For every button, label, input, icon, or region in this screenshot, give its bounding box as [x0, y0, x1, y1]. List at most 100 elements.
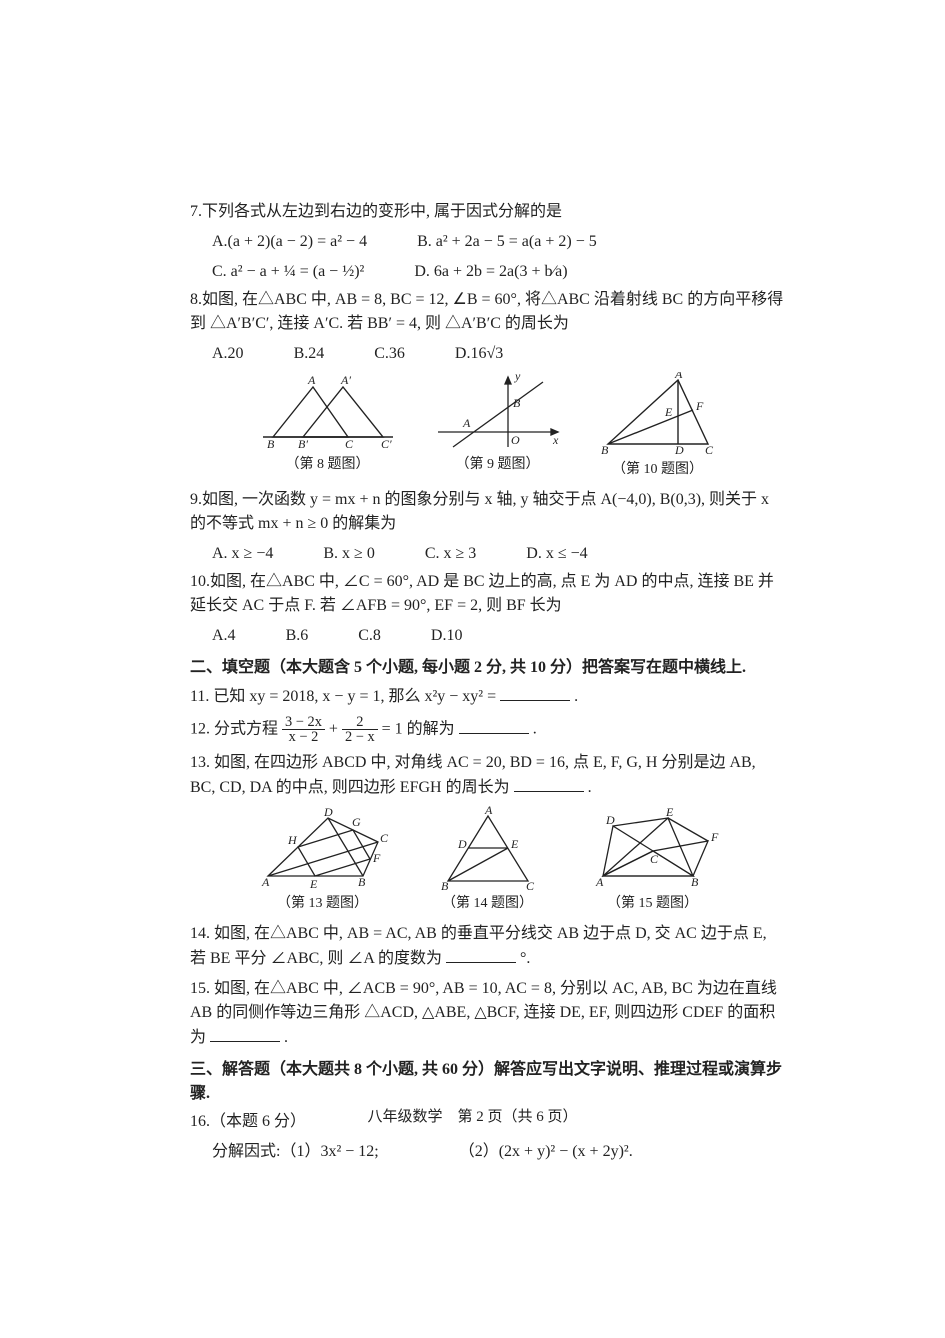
- q12-frac1: 3 − 2x x − 2: [282, 715, 325, 745]
- q9-options: A. x ≥ −4 B. x ≥ 0 C. x ≥ 3 D. x ≤ −4: [212, 542, 785, 566]
- q8-A: A.20: [212, 342, 244, 366]
- svg-text:x: x: [552, 433, 559, 447]
- fig9-caption: （第 9 题图）: [456, 454, 540, 475]
- q8-C: C.36: [374, 342, 405, 366]
- q10-B: B.6: [286, 624, 309, 648]
- q8-D: D.16√3: [455, 342, 503, 366]
- q8-stem: 8.如图, 在△ABC 中, AB = 8, BC = 12, ∠B = 60°…: [190, 288, 785, 336]
- svg-text:D: D: [605, 813, 615, 827]
- q16-body: 分解因式:（1）3x² − 12; （2）(2x + y)² − (x + 2y…: [212, 1140, 785, 1164]
- q9-D: D. x ≤ −4: [526, 542, 587, 566]
- q12-a: 12. 分式方程: [190, 721, 282, 738]
- svg-text:D: D: [457, 837, 467, 851]
- svg-text:C: C: [650, 852, 659, 866]
- svg-text:F: F: [710, 830, 719, 844]
- q14: 14. 如图, 在△ABC 中, AB = AC, AB 的垂直平分线交 AB …: [190, 922, 785, 971]
- fig8-caption: （第 8 题图）: [286, 454, 370, 475]
- svg-text:B: B: [601, 443, 609, 457]
- fig14-svg: A B C D E: [428, 806, 548, 891]
- fig8: A A′ B B′ C C′ （第 8 题图）: [253, 372, 403, 480]
- svg-text:B: B: [441, 879, 449, 891]
- q10-C: C.8: [358, 624, 381, 648]
- q8-options: A.20 B.24 C.36 D.16√3: [212, 342, 785, 366]
- svg-text:A: A: [674, 372, 683, 381]
- svg-text:A: A: [595, 875, 604, 889]
- q10-D: D.10: [431, 624, 463, 648]
- svg-text:E: E: [309, 877, 318, 891]
- svg-text:C: C: [705, 443, 714, 457]
- fig15-svg: A B C D E F: [578, 806, 728, 891]
- svg-text:G: G: [352, 815, 361, 829]
- svg-text:E: E: [510, 837, 519, 851]
- svg-text:A′: A′: [340, 373, 351, 387]
- q15-blank: [210, 1025, 280, 1042]
- q10-options: A.4 B.6 C.8 D.10: [212, 624, 785, 648]
- svg-text:B′: B′: [298, 437, 308, 451]
- q8-B: B.24: [294, 342, 325, 366]
- q16-part1: 分解因式:（1）3x² − 12;: [212, 1140, 379, 1164]
- q11: 11. 已知 xy = 2018, x − y = 1, 那么 x²y − xy…: [190, 684, 785, 709]
- svg-text:C: C: [526, 879, 535, 891]
- fig10-caption: （第 10 题图）: [612, 459, 703, 480]
- svg-text:A: A: [261, 875, 270, 889]
- q7-stem: 7.下列各式从左边到右边的变形中, 属于因式分解的是: [190, 200, 785, 224]
- q10-stem: 10.如图, 在△ABC 中, ∠C = 60°, AD 是 BC 边上的高, …: [190, 570, 785, 618]
- q12-frac2: 2 2 − x: [342, 715, 378, 745]
- svg-text:B: B: [267, 437, 275, 451]
- svg-text:A: A: [484, 806, 493, 817]
- svg-text:B: B: [691, 875, 699, 889]
- page-footer: 八年级数学 第 2 页（共 6 页）: [0, 1106, 945, 1129]
- svg-text:D: D: [323, 806, 333, 819]
- q9-C: C. x ≥ 3: [425, 542, 476, 566]
- svg-text:D: D: [674, 443, 684, 457]
- svg-text:E: E: [664, 405, 673, 419]
- fig15: A B C D E F （第 15 题图）: [578, 806, 728, 914]
- q12-blank: [459, 717, 529, 734]
- svg-text:F: F: [695, 399, 704, 413]
- svg-text:F: F: [372, 851, 381, 865]
- svg-text:C′: C′: [381, 437, 392, 451]
- svg-text:C: C: [345, 437, 354, 451]
- svg-text:E: E: [665, 806, 674, 819]
- q9-A: A. x ≥ −4: [212, 542, 273, 566]
- q12-mid: +: [329, 721, 342, 738]
- q12-frac2n: 2: [342, 715, 378, 730]
- q7-B: B. a² + 2a − 5 = a(a + 2) − 5: [417, 230, 597, 254]
- q7-options: A.(a + 2)(a − 2) = a² − 4 B. a² + 2a − 5…: [212, 230, 785, 284]
- svg-text:A: A: [307, 373, 316, 387]
- q7-D: D. 6a + 2b = 2a(3 + b⁄a): [414, 260, 567, 284]
- q7-C: C. a² − a + ¼ = (a − ½)²: [212, 260, 364, 284]
- q9-stem: 9.如图, 一次函数 y = mx + n 的图象分别与 x 轴, y 轴交于点…: [190, 488, 785, 536]
- fig15-caption: （第 15 题图）: [607, 893, 698, 914]
- q13-stem: 13. 如图, 在四边形 ABCD 中, 对角线 AC = 20, BD = 1…: [190, 754, 756, 796]
- svg-text:B: B: [513, 396, 521, 410]
- fig13: AB CD EF GH （第 13 题图）: [248, 806, 398, 914]
- q9-B: B. x ≥ 0: [323, 542, 374, 566]
- figure-row-13-14-15: AB CD EF GH （第 13 题图） A BC DE （第 14 题图）: [190, 806, 785, 914]
- q12-b: = 1 的解为: [382, 721, 459, 738]
- svg-text:O: O: [511, 433, 520, 447]
- svg-text:A: A: [462, 416, 471, 430]
- svg-text:C: C: [380, 831, 389, 845]
- q14-tail: °.: [520, 950, 530, 967]
- q11-blank: [500, 684, 570, 701]
- q11-stem: 11. 已知 xy = 2018, x − y = 1, 那么 x²y − xy…: [190, 688, 500, 705]
- q12-frac2d: 2 − x: [342, 730, 378, 744]
- q12: 12. 分式方程 3 − 2x x − 2 + 2 2 − x = 1 的解为 …: [190, 715, 785, 745]
- fig13-caption: （第 13 题图）: [277, 893, 368, 914]
- figure-row-8-9-10: A A′ B B′ C C′ （第 8 题图） y x O A B （第 9 题图）: [190, 372, 785, 480]
- svg-text:y: y: [514, 372, 521, 383]
- q15: 15. 如图, 在△ABC 中, ∠ACB = 90°, AB = 10, AC…: [190, 977, 785, 1050]
- exam-page: { "page": { "footer": "八年级数学 第 2 页（共 6 页…: [0, 0, 945, 1338]
- fig8-svg: A A′ B B′ C C′: [253, 372, 403, 452]
- fig10-svg: A B C D E F: [593, 372, 723, 457]
- q16-part2: （2）(2x + y)² − (x + 2y)².: [459, 1140, 633, 1164]
- svg-text:B: B: [358, 875, 366, 889]
- fig9: y x O A B （第 9 题图）: [433, 372, 563, 480]
- fig14-caption: （第 14 题图）: [442, 893, 533, 914]
- q12-frac1d: x − 2: [282, 730, 325, 744]
- fig9-svg: y x O A B: [433, 372, 563, 452]
- fig10: A B C D E F （第 10 题图）: [593, 372, 723, 480]
- q13: 13. 如图, 在四边形 ABCD 中, 对角线 AC = 20, BD = 1…: [190, 751, 785, 800]
- q10-A: A.4: [212, 624, 236, 648]
